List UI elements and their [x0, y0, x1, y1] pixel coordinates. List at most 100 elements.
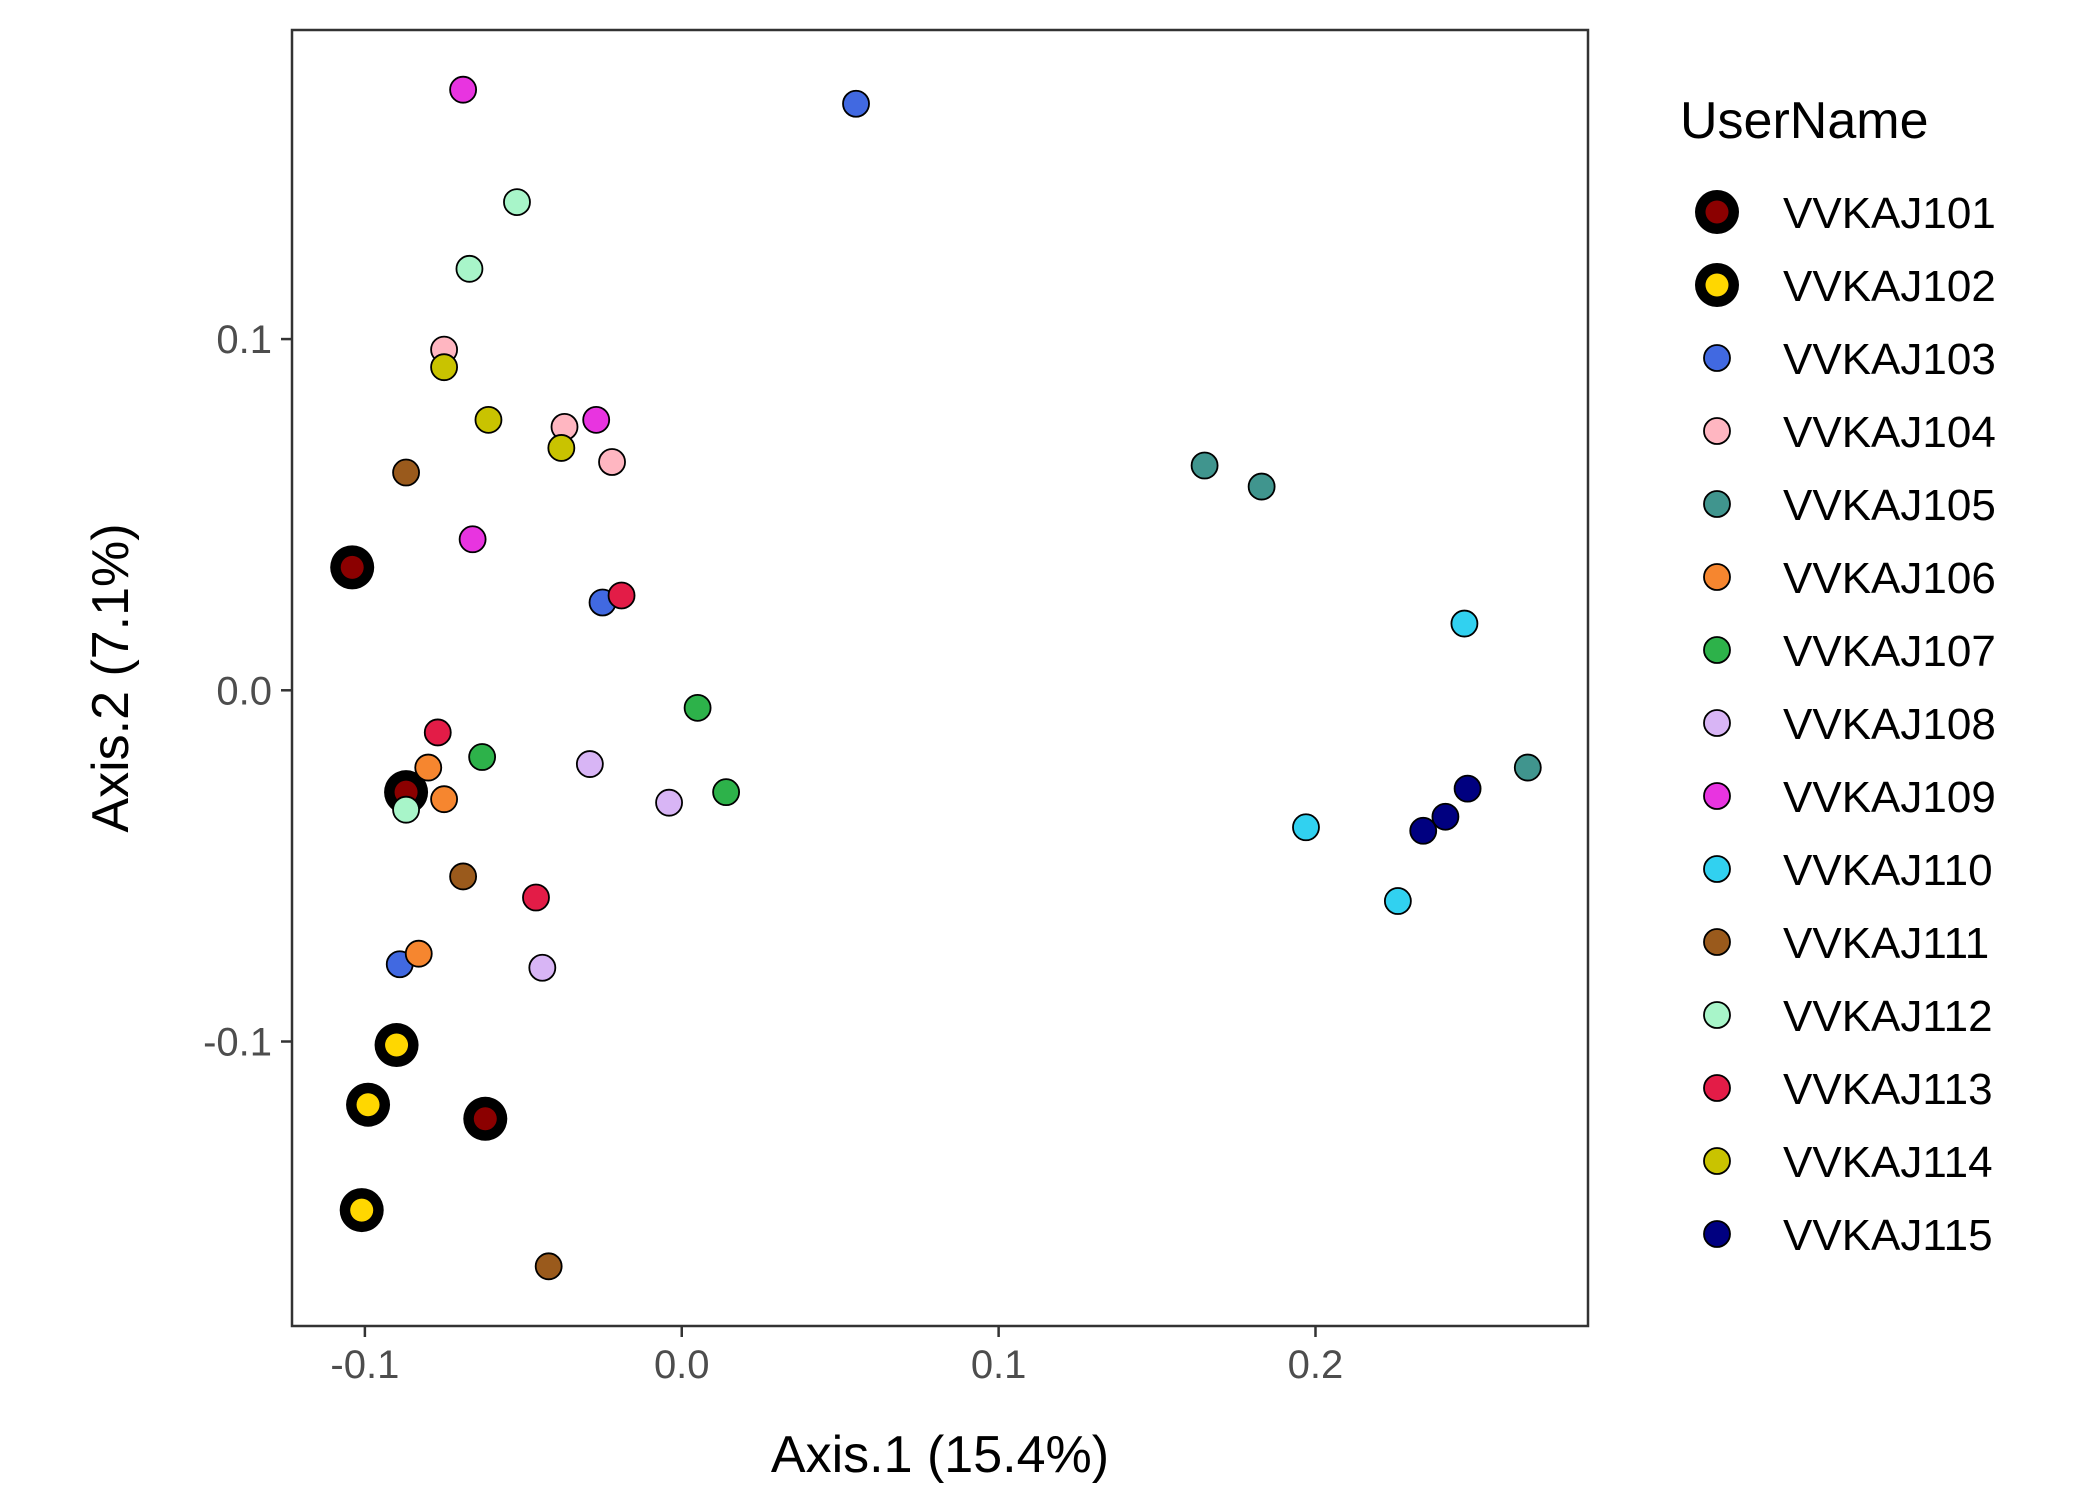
data-point: [1190, 451, 1219, 480]
data-point: [455, 254, 484, 283]
legend-key: [1703, 782, 1731, 810]
legend-key: [1703, 417, 1731, 445]
legend-title: UserName: [1680, 92, 1929, 150]
data-point: [340, 555, 364, 579]
legend-label: VVKAJ108: [1783, 700, 1996, 749]
legend-item: VVKAJ106: [1703, 554, 1996, 603]
legend-label: VVKAJ107: [1783, 627, 1996, 676]
legend-item: VVKAJ102: [1695, 262, 1996, 311]
data-point: [392, 458, 420, 487]
data-point: [655, 788, 683, 817]
legend-item: VVKAJ112: [1703, 992, 1993, 1041]
legend-label: VVKAJ110: [1783, 846, 1993, 895]
data-point: [1292, 813, 1320, 842]
points-layer: [330, 75, 1542, 1281]
x-axis-title: Axis.1 (15.4%): [771, 1426, 1109, 1484]
legend-label: VVKAJ111: [1783, 919, 1989, 968]
legend-key: [1703, 1001, 1731, 1029]
data-point: [534, 1252, 563, 1281]
legend-item: VVKAJ101: [1695, 189, 1996, 238]
data-point: [575, 750, 604, 778]
y-axis: -0.1 0.0 0.1: [203, 318, 292, 1065]
legend-label: VVKAJ115: [1783, 1211, 1993, 1260]
legend-item: VVKAJ109: [1703, 773, 1996, 822]
data-point: [1453, 774, 1482, 803]
legend-item: VVKAJ111: [1703, 919, 1989, 968]
data-point: [473, 1107, 497, 1131]
data-point: [474, 405, 503, 434]
data-point: [350, 1198, 374, 1222]
legend-label: VVKAJ101: [1783, 189, 1996, 238]
legend-key: [1703, 855, 1731, 883]
legend-key: [1703, 344, 1731, 372]
legend-item: VVKAJ115: [1703, 1211, 1993, 1260]
legend-item: VVKAJ104: [1703, 408, 1996, 457]
legend-item: VVKAJ103: [1703, 335, 1996, 384]
data-point: [528, 953, 557, 982]
legend-key: [1703, 1220, 1731, 1248]
legend-label: VVKAJ102: [1783, 262, 1996, 311]
legend-label: VVKAJ104: [1783, 408, 1996, 457]
legend-label: VVKAJ109: [1783, 773, 1996, 822]
legend-item: VVKAJ105: [1703, 481, 1996, 530]
data-point: [449, 75, 478, 104]
data-point: [607, 581, 636, 610]
legend-item: VVKAJ107: [1703, 627, 1996, 676]
legend-key: [1703, 490, 1731, 518]
y-tick-label: 0.1: [216, 318, 272, 362]
legend-label: VVKAJ113: [1783, 1065, 1993, 1114]
data-point: [582, 405, 611, 434]
data-point: [404, 939, 433, 968]
legend-label: VVKAJ106: [1783, 554, 1996, 603]
data-point: [547, 434, 576, 462]
data-point: [414, 753, 443, 782]
data-point: [1513, 753, 1542, 782]
x-axis: -0.1 0.0 0.1 0.2: [330, 1326, 1343, 1387]
legend-key: [1703, 709, 1731, 737]
plot-border: [290, 28, 1590, 1328]
data-point: [423, 718, 452, 747]
plot-background: [292, 30, 1588, 1326]
y-axis-title: Axis.2 (7.1%): [82, 523, 140, 832]
data-point: [430, 785, 458, 814]
x-tick-label: -0.1: [330, 1343, 399, 1387]
data-point: [449, 862, 478, 891]
data-point: [1450, 609, 1479, 638]
x-tick-label: 0.2: [1288, 1343, 1344, 1387]
legend-item: VVKAJ108: [1703, 700, 1996, 749]
legend-label: VVKAJ103: [1783, 335, 1996, 384]
x-tick-label: 0.0: [654, 1343, 710, 1387]
data-point: [356, 1093, 380, 1117]
data-point: [598, 448, 626, 476]
legend-key: [1703, 636, 1731, 664]
legend-item: VVKAJ110: [1703, 846, 1993, 895]
data-point: [712, 778, 741, 807]
legend-key: [1705, 273, 1729, 297]
data-point: [468, 743, 497, 771]
data-point: [1431, 802, 1460, 831]
y-tick-label: -0.1: [203, 1021, 272, 1065]
x-tick-label: 0.1: [971, 1343, 1027, 1387]
data-point: [430, 353, 458, 382]
legend-item: VVKAJ114: [1703, 1138, 1993, 1187]
data-point: [1383, 887, 1412, 915]
legend-item: VVKAJ113: [1703, 1065, 1993, 1114]
data-point: [1409, 816, 1438, 845]
legend-key: [1705, 200, 1729, 224]
legend-items: VVKAJ101 VVKAJ102 VVKAJ103 VVKAJ104 VVKAJ105…: [1695, 189, 1996, 1260]
data-point: [1247, 472, 1276, 501]
data-point: [842, 89, 870, 118]
data-point: [683, 693, 712, 722]
y-tick-label: 0.0: [216, 669, 272, 713]
data-point: [503, 188, 531, 216]
data-point: [385, 1033, 409, 1057]
legend: UserName VVKAJ101VVKAJ102VVKAJ103VVKAJ10…: [1680, 92, 1996, 1260]
data-point: [392, 795, 420, 824]
legend-label: VVKAJ112: [1783, 992, 1993, 1041]
legend-key: [1703, 928, 1731, 956]
legend-key: [1703, 563, 1731, 591]
legend-label: VVKAJ105: [1783, 481, 1996, 530]
data-point: [522, 883, 550, 912]
data-point: [458, 525, 487, 554]
